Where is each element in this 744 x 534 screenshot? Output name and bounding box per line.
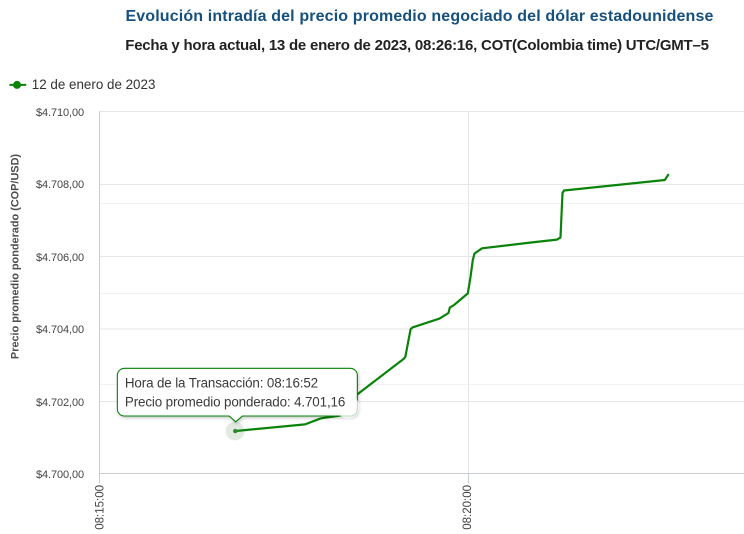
svg-text:Hora de la Transacción: 08:16:: Hora de la Transacción: 08:16:52 [125,375,318,390]
svg-text:Precio promedio ponderado: 4.7: Precio promedio ponderado: 4.701,16 [125,394,345,409]
svg-text:08:20:00: 08:20:00 [462,485,474,530]
svg-text:08:15:00: 08:15:00 [94,485,106,530]
svg-text:Precio promedio ponderado (COP: Precio promedio ponderado (COP/USD) [10,154,22,359]
